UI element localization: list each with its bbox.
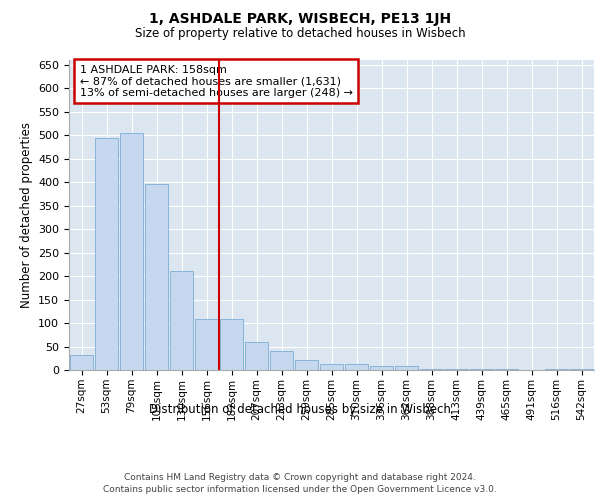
Bar [370,366,393,370]
Y-axis label: Number of detached properties: Number of detached properties [20,122,32,308]
Bar [120,133,143,370]
Bar [195,320,218,370]
Text: Distribution of detached houses by size in Wisbech: Distribution of detached houses by size … [149,402,451,415]
Text: Contains HM Land Registry data © Crown copyright and database right 2024.: Contains HM Land Registry data © Crown c… [124,472,476,482]
Bar [470,369,493,370]
Bar [545,369,568,370]
Bar [145,184,168,370]
Bar [495,369,518,370]
Bar [395,366,418,370]
Bar [70,354,93,370]
Bar [95,138,118,370]
Bar [320,364,343,370]
Bar [270,351,293,370]
Bar [295,360,318,370]
Bar [570,369,593,370]
Bar [245,342,268,370]
Bar [420,369,443,370]
Text: Contains public sector information licensed under the Open Government Licence v3: Contains public sector information licen… [103,485,497,494]
Text: 1 ASHDALE PARK: 158sqm
← 87% of detached houses are smaller (1,631)
13% of semi-: 1 ASHDALE PARK: 158sqm ← 87% of detached… [79,64,353,98]
Bar [445,369,468,370]
Bar [220,320,243,370]
Bar [170,272,193,370]
Text: 1, ASHDALE PARK, WISBECH, PE13 1JH: 1, ASHDALE PARK, WISBECH, PE13 1JH [149,12,451,26]
Text: Size of property relative to detached houses in Wisbech: Size of property relative to detached ho… [134,28,466,40]
Bar [345,364,368,370]
